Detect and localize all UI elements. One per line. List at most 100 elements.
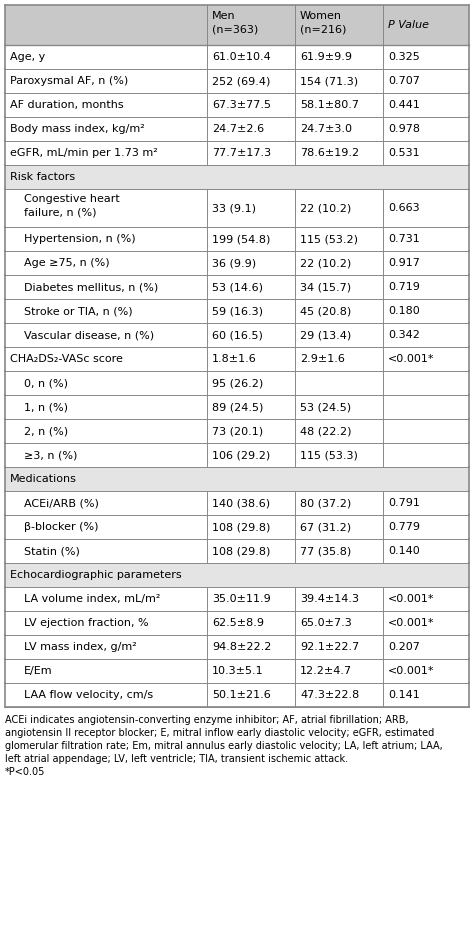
Bar [5,515,469,539]
Bar [5,539,469,563]
Text: 0.917: 0.917 [388,258,420,268]
Text: Age, y: Age, y [10,52,45,62]
Text: Paroxysmal AF, n (%): Paroxysmal AF, n (%) [10,76,128,86]
Text: 1.8±1.6: 1.8±1.6 [212,354,256,364]
Text: 65.0±7.3: 65.0±7.3 [300,618,352,628]
Text: ACEi indicates angiotensin-converting enzyme inhibitor; AF, atrial fibrillation;: ACEi indicates angiotensin-converting en… [5,715,409,725]
Text: 61.9±9.9: 61.9±9.9 [300,52,352,62]
Text: 0.779: 0.779 [388,522,420,532]
Text: 0.441: 0.441 [388,100,420,110]
Text: 22 (10.2): 22 (10.2) [300,258,351,268]
Text: 77.7±17.3: 77.7±17.3 [212,148,271,158]
Bar [5,227,469,251]
Text: 0.141: 0.141 [388,690,420,700]
Bar [5,563,469,587]
Text: 58.1±80.7: 58.1±80.7 [300,100,359,110]
Bar [5,371,469,395]
Bar [5,141,469,165]
Text: LV ejection fraction, %: LV ejection fraction, % [24,618,149,628]
Text: Body mass index, kg/m²: Body mass index, kg/m² [10,124,145,134]
Text: AF duration, months: AF duration, months [10,100,124,110]
Text: *P<0.05: *P<0.05 [5,767,46,777]
Bar [5,69,469,93]
Text: 80 (37.2): 80 (37.2) [300,498,351,508]
Text: 34 (15.7): 34 (15.7) [300,282,351,292]
Bar [5,323,469,347]
Text: 67.3±77.5: 67.3±77.5 [212,100,271,110]
Bar [5,491,469,515]
Text: 0.978: 0.978 [388,124,420,134]
Text: 0.207: 0.207 [388,642,420,652]
Text: 252 (69.4): 252 (69.4) [212,76,270,86]
Text: P Value: P Value [388,20,429,30]
Text: 47.3±22.8: 47.3±22.8 [300,690,359,700]
Text: left atrial appendage; LV, left ventricle; TIA, transient ischemic attack.: left atrial appendage; LV, left ventricl… [5,754,348,764]
Bar [5,165,469,189]
Text: 0, n (%): 0, n (%) [24,378,68,388]
Bar [5,419,469,443]
Text: 67 (31.2): 67 (31.2) [300,522,351,532]
Text: Men: Men [212,11,236,21]
Bar [5,251,469,275]
Text: 2.9±1.6: 2.9±1.6 [300,354,345,364]
Bar [5,683,469,707]
Text: 140 (38.6): 140 (38.6) [212,498,270,508]
Text: 0.731: 0.731 [388,234,420,244]
Text: (n=216): (n=216) [300,24,346,34]
Text: 0.342: 0.342 [388,330,420,340]
Text: 94.8±22.2: 94.8±22.2 [212,642,271,652]
Text: 1, n (%): 1, n (%) [24,402,68,412]
Text: Stroke or TIA, n (%): Stroke or TIA, n (%) [24,306,133,316]
Text: 62.5±8.9: 62.5±8.9 [212,618,264,628]
Text: 53 (24.5): 53 (24.5) [300,402,351,412]
Text: 106 (29.2): 106 (29.2) [212,450,270,460]
Text: 24.7±2.6: 24.7±2.6 [212,124,264,134]
Text: <0.001*: <0.001* [388,354,435,364]
Bar [5,587,469,611]
Bar [5,395,469,419]
Text: 50.1±21.6: 50.1±21.6 [212,690,271,700]
Text: failure, n (%): failure, n (%) [24,207,97,217]
Text: 59 (16.3): 59 (16.3) [212,306,263,316]
Text: Congestive heart: Congestive heart [24,194,120,204]
Text: Diabetes mellitus, n (%): Diabetes mellitus, n (%) [24,282,158,292]
Text: 0.140: 0.140 [388,546,420,556]
Text: 108 (29.8): 108 (29.8) [212,522,270,532]
Text: 78.6±19.2: 78.6±19.2 [300,148,359,158]
Text: LAA flow velocity, cm/s: LAA flow velocity, cm/s [24,690,153,700]
Text: eGFR, mL/min per 1.73 m²: eGFR, mL/min per 1.73 m² [10,148,158,158]
Bar [5,467,469,491]
Text: 24.7±3.0: 24.7±3.0 [300,124,352,134]
Text: 12.2±4.7: 12.2±4.7 [300,666,352,676]
Text: 0.707: 0.707 [388,76,420,86]
Text: 73 (20.1): 73 (20.1) [212,426,263,436]
Text: 22 (10.2): 22 (10.2) [300,203,351,213]
Text: <0.001*: <0.001* [388,666,435,676]
Text: 61.0±10.4: 61.0±10.4 [212,52,271,62]
Text: 92.1±22.7: 92.1±22.7 [300,642,359,652]
Bar [5,5,469,45]
Text: 60 (16.5): 60 (16.5) [212,330,263,340]
Text: 45 (20.8): 45 (20.8) [300,306,351,316]
Bar [5,45,469,69]
Text: (n=363): (n=363) [212,24,258,34]
Bar [5,635,469,659]
Text: 115 (53.3): 115 (53.3) [300,450,358,460]
Text: 48 (22.2): 48 (22.2) [300,426,352,436]
Text: 89 (24.5): 89 (24.5) [212,402,263,412]
Text: 29 (13.4): 29 (13.4) [300,330,351,340]
Text: glomerular filtration rate; Em, mitral annulus early diastolic velocity; LA, lef: glomerular filtration rate; Em, mitral a… [5,741,443,751]
Text: 53 (14.6): 53 (14.6) [212,282,263,292]
Text: 95 (26.2): 95 (26.2) [212,378,263,388]
Text: 0.531: 0.531 [388,148,420,158]
Text: LA volume index, mL/m²: LA volume index, mL/m² [24,594,160,604]
Text: 35.0±11.9: 35.0±11.9 [212,594,271,604]
Text: ACEi/ARB (%): ACEi/ARB (%) [24,498,99,508]
Bar [5,659,469,683]
Text: Echocardiographic parameters: Echocardiographic parameters [10,570,182,580]
Text: <0.001*: <0.001* [388,594,435,604]
Text: 33 (9.1): 33 (9.1) [212,203,256,213]
Text: LV mass index, g/m²: LV mass index, g/m² [24,642,137,652]
Text: ≥3, n (%): ≥3, n (%) [24,450,77,460]
Text: Women: Women [300,11,342,21]
